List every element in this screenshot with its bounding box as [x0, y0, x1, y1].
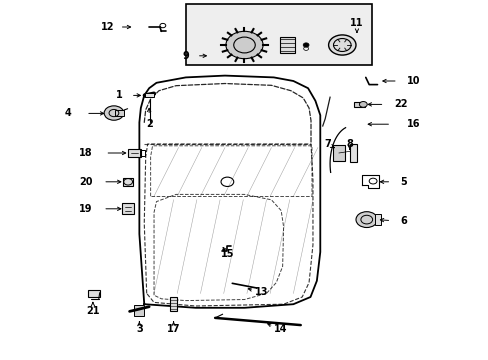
- Circle shape: [104, 106, 123, 120]
- Bar: [353, 102, 364, 107]
- Text: 4: 4: [65, 108, 72, 118]
- Text: 7: 7: [324, 139, 330, 149]
- Text: 16: 16: [406, 119, 419, 129]
- Bar: [279, 37, 295, 53]
- Circle shape: [303, 43, 308, 47]
- Text: 6: 6: [399, 216, 406, 226]
- Circle shape: [225, 31, 263, 59]
- Bar: [332, 145, 344, 161]
- Text: 8: 8: [346, 139, 352, 149]
- Bar: [349, 144, 357, 162]
- Circle shape: [359, 102, 366, 107]
- Bar: [127, 149, 141, 157]
- Text: 10: 10: [406, 76, 419, 86]
- Bar: [140, 150, 144, 156]
- Bar: [115, 110, 124, 116]
- Text: 14: 14: [274, 324, 287, 334]
- Text: 21: 21: [86, 306, 100, 316]
- Text: 2: 2: [145, 119, 152, 129]
- Bar: [170, 297, 177, 311]
- Text: 19: 19: [79, 204, 92, 214]
- Text: 13: 13: [254, 287, 268, 297]
- Bar: [122, 178, 133, 186]
- Bar: [122, 203, 134, 214]
- Text: 9: 9: [182, 51, 189, 61]
- Bar: [145, 93, 154, 96]
- Bar: [134, 305, 144, 316]
- Bar: [185, 4, 371, 65]
- Text: 11: 11: [349, 18, 363, 28]
- Text: 3: 3: [136, 324, 142, 334]
- Text: 22: 22: [393, 99, 407, 109]
- Text: 20: 20: [79, 177, 92, 187]
- Bar: [374, 214, 381, 225]
- Circle shape: [355, 212, 377, 228]
- Text: 18: 18: [79, 148, 92, 158]
- Text: 17: 17: [166, 324, 180, 334]
- Circle shape: [328, 35, 355, 55]
- Text: 15: 15: [220, 249, 234, 259]
- Text: 1: 1: [116, 90, 123, 100]
- Text: 5: 5: [399, 177, 406, 187]
- Bar: [88, 290, 100, 297]
- Text: 12: 12: [101, 22, 114, 32]
